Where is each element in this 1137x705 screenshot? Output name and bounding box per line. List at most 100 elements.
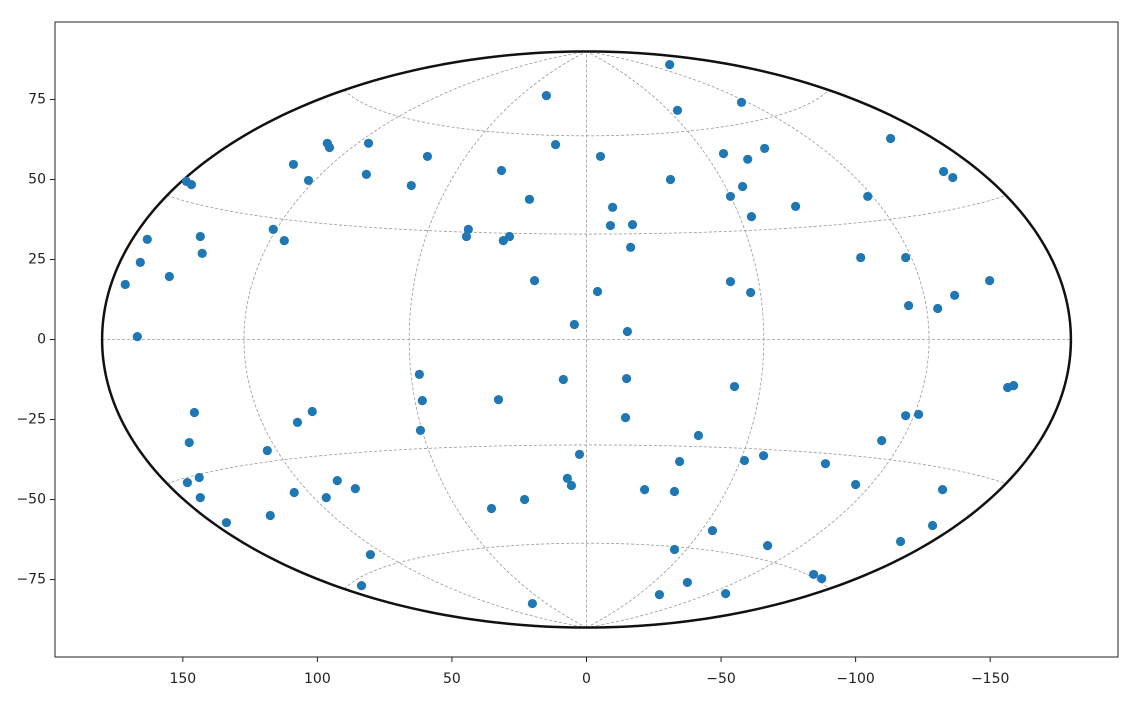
point — [817, 573, 827, 584]
point — [569, 319, 579, 330]
point — [736, 97, 747, 107]
point — [120, 279, 130, 290]
parallel — [166, 444, 1007, 484]
point — [142, 234, 152, 244]
point — [725, 191, 736, 202]
y-tick-label: 50 — [28, 171, 46, 187]
point — [809, 569, 819, 580]
point — [262, 445, 272, 456]
point — [622, 326, 633, 337]
point — [721, 589, 731, 599]
point — [524, 194, 535, 204]
x-tick-label: −100 — [836, 671, 874, 687]
point — [608, 202, 618, 212]
point — [363, 138, 374, 148]
point — [197, 248, 207, 259]
point — [948, 172, 958, 183]
point — [595, 151, 606, 162]
point — [195, 231, 205, 242]
point — [324, 142, 335, 153]
point — [933, 303, 943, 314]
point — [541, 91, 552, 101]
point — [707, 525, 718, 536]
parallel — [344, 542, 829, 590]
x-tick-label: −150 — [971, 671, 1009, 687]
point — [562, 473, 572, 484]
point — [365, 549, 376, 560]
point — [927, 520, 938, 531]
point — [184, 437, 194, 448]
parallel — [166, 195, 1007, 235]
y-tick-label: −75 — [16, 572, 46, 588]
point — [288, 159, 299, 170]
point — [493, 395, 504, 405]
point — [550, 139, 561, 150]
point — [268, 224, 278, 234]
point — [221, 517, 232, 528]
point — [566, 480, 577, 491]
point — [729, 381, 740, 392]
projection-boundary — [100, 50, 1073, 629]
point — [332, 476, 342, 486]
point — [461, 231, 472, 242]
y-tick-label: 25 — [28, 251, 46, 267]
point — [654, 589, 665, 600]
point — [856, 252, 866, 263]
point — [760, 143, 770, 154]
point — [195, 493, 205, 503]
x-tick-label: 100 — [304, 671, 331, 687]
point — [895, 536, 906, 547]
point — [620, 412, 631, 423]
point — [758, 451, 769, 461]
point — [574, 449, 585, 460]
x-tick-label: 50 — [443, 671, 461, 687]
point — [558, 374, 568, 385]
point — [1008, 380, 1019, 391]
point — [820, 459, 831, 469]
point — [303, 175, 314, 186]
x-tick-label: 150 — [169, 671, 196, 687]
point — [417, 396, 427, 406]
point — [186, 179, 197, 190]
point — [901, 411, 911, 421]
point — [901, 252, 911, 263]
point — [361, 169, 371, 179]
point — [746, 211, 757, 222]
x-tick-label: 0 — [582, 671, 591, 687]
point — [520, 494, 530, 505]
point — [132, 332, 142, 342]
point — [791, 201, 801, 211]
point — [486, 503, 497, 514]
point — [307, 406, 317, 417]
point — [350, 484, 360, 494]
point — [292, 417, 303, 427]
point — [265, 510, 275, 521]
point — [321, 493, 331, 503]
point — [746, 287, 756, 298]
y-tick-label: 75 — [28, 91, 46, 107]
point — [851, 479, 861, 490]
point — [725, 276, 736, 287]
point — [672, 105, 683, 115]
point — [422, 151, 433, 162]
point — [885, 133, 896, 144]
point — [737, 181, 748, 192]
point — [182, 477, 193, 488]
parallel — [344, 89, 829, 137]
point — [605, 220, 616, 231]
point — [950, 290, 960, 300]
point — [279, 236, 289, 246]
point — [669, 544, 680, 555]
point — [627, 219, 638, 230]
point — [496, 165, 507, 176]
point — [463, 224, 473, 234]
x-tick-label: −50 — [706, 671, 736, 687]
point — [194, 472, 204, 483]
point — [693, 430, 704, 441]
point — [498, 236, 508, 246]
point — [904, 300, 914, 311]
point — [913, 409, 924, 419]
point — [877, 436, 887, 446]
y-tick-label: 0 — [37, 332, 46, 348]
point — [406, 180, 416, 191]
